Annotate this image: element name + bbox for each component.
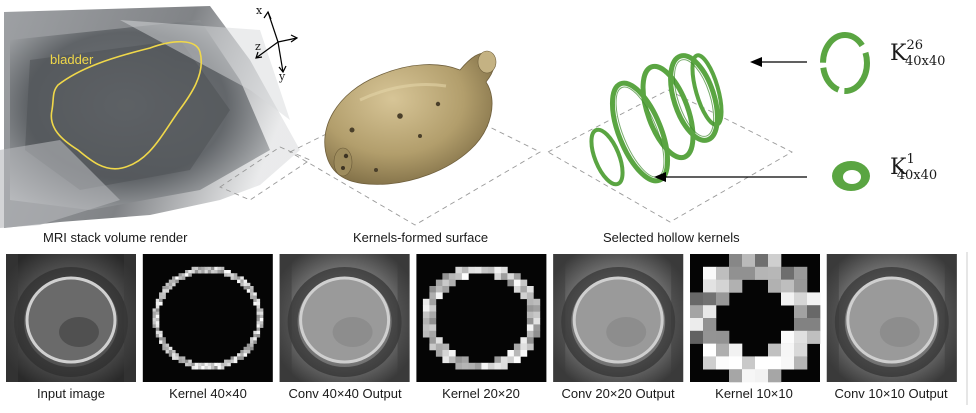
caption-conv-40: Conv 40×40 Output <box>288 386 402 401</box>
kernel-k1-label: K140x40 <box>890 152 937 183</box>
k26-base: K <box>890 41 907 66</box>
kernels-formed-surface <box>324 50 497 185</box>
mri-caption: MRI stack volume render <box>43 230 188 245</box>
axis-label-x: x <box>256 4 263 17</box>
k26-sup: 26 <box>906 38 923 53</box>
caption-input-image: Input image <box>37 386 105 401</box>
kernel-k1-shape <box>832 161 870 191</box>
panel-0-mri <box>6 254 136 382</box>
kernel-k26-shape <box>820 32 870 94</box>
bladder-outline <box>50 40 203 170</box>
panel-5-kernel <box>690 254 821 383</box>
bottom-panel-row <box>6 254 957 383</box>
kernel-k26-label: K2640x40 <box>890 38 945 69</box>
panel-6-conv <box>826 254 957 382</box>
caption-kernel-40: Kernel 40×40 <box>169 386 247 401</box>
bladder-label: bladder <box>50 52 94 67</box>
k1-base: K <box>890 155 907 180</box>
panel-3-kernel <box>416 254 547 382</box>
axes-triad <box>255 10 299 74</box>
caption-kernel-20: Kernel 20×20 <box>442 386 520 401</box>
arrow-to-k1 <box>654 172 807 182</box>
axis-label-z: z <box>255 40 261 53</box>
panel-1-kernel <box>142 254 273 382</box>
caption-conv-20: Conv 20×20 Output <box>561 386 675 401</box>
panel-4-conv <box>553 254 684 382</box>
caption-kernel-10: Kernel 10×10 <box>715 386 793 401</box>
mri-ground-plane <box>219 146 311 201</box>
arrow-to-k26 <box>750 57 807 67</box>
k26-sub: 40x40 <box>904 54 946 69</box>
surface-caption: Kernels-formed surface <box>353 230 489 245</box>
kernels-ground-plane <box>547 89 793 223</box>
kernels-caption: Selected hollow kernels <box>603 230 740 245</box>
k1-sup: 1 <box>906 152 915 167</box>
caption-conv-10: Conv 10×10 Output <box>834 386 948 401</box>
mri-volume-render <box>0 6 300 228</box>
panel-2-conv <box>279 254 410 382</box>
hollow-kernel-stack <box>589 53 724 187</box>
k1-sub: 40x40 <box>896 168 938 183</box>
axis-label-y: y <box>279 70 286 83</box>
